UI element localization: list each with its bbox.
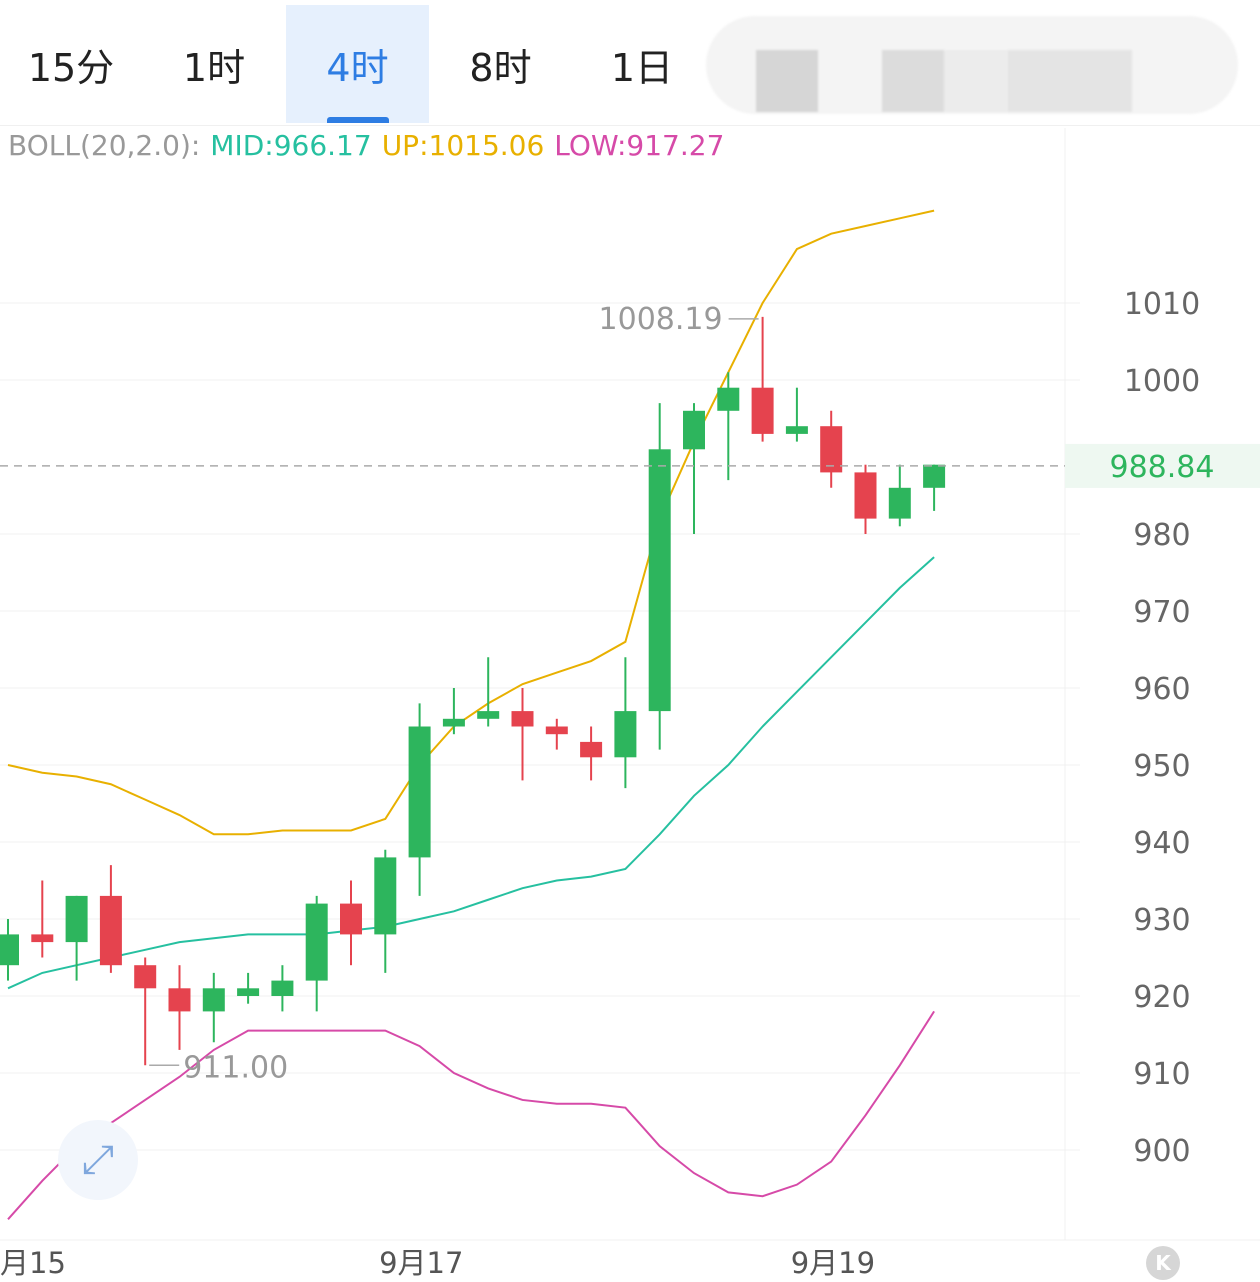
boll-mid-value: MID:966.17 bbox=[210, 129, 372, 162]
y-tick-label: 980 bbox=[1133, 518, 1190, 553]
tab-label: 1日 bbox=[610, 45, 674, 90]
boll-upper-line bbox=[7, 209, 935, 836]
boll-lower-line bbox=[7, 1010, 935, 1220]
expand-arrows-icon[interactable]: ⤢ bbox=[58, 1120, 138, 1200]
candle-body bbox=[717, 387, 740, 411]
candle-body bbox=[134, 965, 157, 989]
tab-1d[interactable]: 1日 bbox=[572, 5, 712, 123]
candle-body bbox=[683, 410, 705, 450]
y-tick-label: 920 bbox=[1133, 980, 1190, 1015]
tab-label: 8时 bbox=[469, 45, 532, 90]
y-tick-label: 1000 bbox=[1124, 364, 1200, 399]
candle-body bbox=[168, 988, 191, 1012]
y-tick-label: 1010 bbox=[1124, 287, 1200, 322]
candle-body bbox=[751, 387, 774, 434]
candle-body bbox=[580, 741, 603, 758]
candle-body bbox=[785, 426, 808, 434]
tab-label: 1时 bbox=[182, 45, 246, 90]
boll-indicator-legend: BOLL(20,2.0): MID:966.17 UP:1015.06 LOW:917… bbox=[8, 126, 734, 166]
candle-body bbox=[511, 711, 534, 727]
candle-body bbox=[923, 464, 946, 488]
boll-mid-line bbox=[7, 556, 935, 990]
tab-label: 15分 bbox=[27, 45, 115, 90]
candle-body bbox=[614, 711, 637, 758]
candle-body bbox=[545, 726, 568, 735]
blurred-tab-group[interactable] bbox=[706, 16, 1238, 114]
tab-4h[interactable]: 4时 bbox=[286, 5, 429, 123]
tab-8h[interactable]: 8时 bbox=[429, 5, 572, 123]
current-price-label: 988.84 bbox=[1110, 450, 1215, 485]
y-tick-label: 960 bbox=[1133, 672, 1190, 707]
blurred-block bbox=[756, 50, 818, 112]
candle-body bbox=[340, 903, 362, 935]
candle-body bbox=[202, 988, 225, 1012]
current-price-tag bbox=[1065, 443, 1260, 488]
x-tick-label: 9月17 bbox=[379, 1246, 463, 1280]
boll-up-value: UP:1015.06 bbox=[381, 129, 545, 162]
x-tick-label: 9月19 bbox=[791, 1246, 875, 1280]
blurred-block bbox=[882, 50, 944, 112]
candle-body bbox=[65, 895, 88, 943]
x-tick-label: 月15 bbox=[0, 1246, 66, 1280]
candle-body bbox=[99, 895, 122, 966]
candle-body bbox=[408, 726, 431, 858]
candle-body bbox=[237, 988, 260, 996]
k-logo-icon[interactable]: K bbox=[1146, 1246, 1180, 1280]
candle-body bbox=[31, 934, 54, 943]
y-tick-label: 910 bbox=[1133, 1057, 1190, 1092]
candle-body bbox=[0, 934, 19, 966]
y-tick-label: 970 bbox=[1133, 595, 1190, 630]
candle-body bbox=[374, 857, 397, 935]
max-price-label: 1008.19 bbox=[599, 302, 723, 337]
y-tick-label: 940 bbox=[1133, 826, 1190, 861]
boll-name: BOLL(20,2.0): bbox=[8, 129, 201, 162]
candle-body bbox=[854, 472, 877, 519]
candle-body bbox=[305, 903, 328, 981]
candle-body bbox=[888, 487, 911, 519]
tab-1h[interactable]: 1时 bbox=[142, 5, 286, 123]
min-price-label: 911.00 bbox=[183, 1050, 288, 1085]
timeframe-tabs: 15分 1时 4时 8时 1日 bbox=[0, 0, 1260, 126]
tab-label: 4时 bbox=[326, 45, 389, 90]
y-tick-label: 930 bbox=[1133, 903, 1190, 938]
tab-15min[interactable]: 15分 bbox=[0, 5, 142, 123]
candle-body bbox=[477, 711, 500, 719]
y-tick-label: 900 bbox=[1133, 1134, 1190, 1169]
blurred-block bbox=[1008, 50, 1132, 112]
blurred-block bbox=[944, 50, 1008, 112]
boll-low-value: LOW:917.27 bbox=[554, 129, 725, 162]
candle-body bbox=[820, 426, 843, 473]
candle-body bbox=[271, 980, 294, 996]
y-tick-label: 950 bbox=[1133, 749, 1190, 784]
candle-body bbox=[442, 718, 465, 727]
candle-body bbox=[648, 449, 671, 712]
active-tab-underline bbox=[326, 117, 389, 123]
